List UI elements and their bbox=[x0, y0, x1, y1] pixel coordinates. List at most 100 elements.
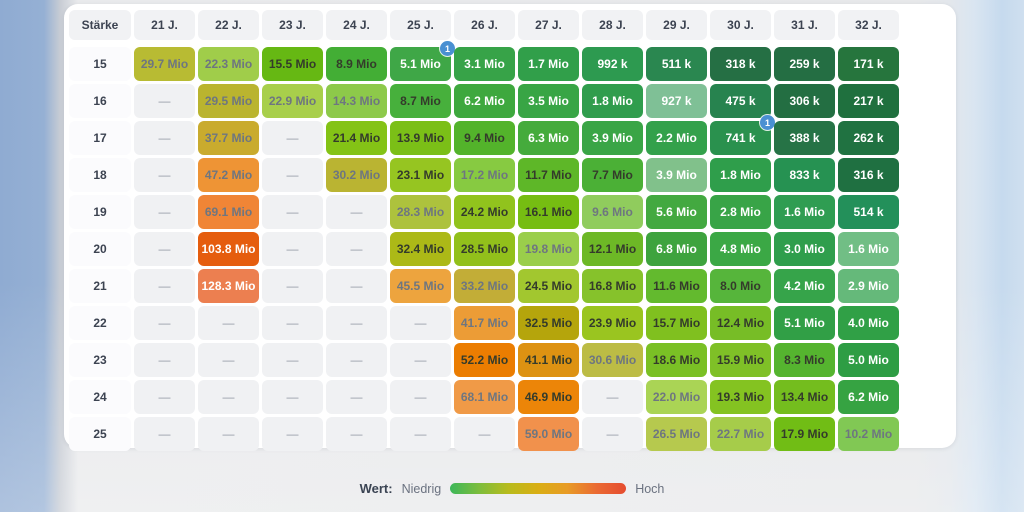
heatmap-cell[interactable]: 29.5 Mio bbox=[198, 84, 259, 118]
heatmap-cell[interactable]: 16.1 Mio bbox=[518, 195, 579, 229]
heatmap-cell[interactable]: 1.8 Mio bbox=[582, 84, 643, 118]
heatmap-cell[interactable]: 45.5 Mio bbox=[390, 269, 451, 303]
heatmap-cell[interactable]: 1.6 Mio bbox=[774, 195, 835, 229]
heatmap-cell[interactable]: 103.8 Mio bbox=[198, 232, 259, 266]
heatmap-cell[interactable]: 7.7 Mio bbox=[582, 158, 643, 192]
heatmap-cell[interactable]: 8.7 Mio bbox=[390, 84, 451, 118]
heatmap-cell[interactable]: 46.9 Mio bbox=[518, 380, 579, 414]
cell-value: 13.9 Mio bbox=[396, 131, 445, 145]
cell-value: 22.0 Mio bbox=[652, 390, 701, 404]
heatmap-cell[interactable]: 26.5 Mio bbox=[646, 417, 707, 451]
heatmap-cell[interactable]: 5.0 Mio bbox=[838, 343, 899, 377]
heatmap-cell[interactable]: 217 k bbox=[838, 84, 899, 118]
heatmap-cell[interactable]: 22.7 Mio bbox=[710, 417, 771, 451]
heatmap-cell[interactable]: 32.4 Mio bbox=[390, 232, 451, 266]
heatmap-cell[interactable]: 8.0 Mio bbox=[710, 269, 771, 303]
heatmap-cell[interactable]: 23.1 Mio bbox=[390, 158, 451, 192]
heatmap-cell[interactable]: 17.2 Mio bbox=[454, 158, 515, 192]
heatmap-cell[interactable]: 3.0 Mio bbox=[774, 232, 835, 266]
heatmap-cell[interactable]: 511 k bbox=[646, 47, 707, 81]
heatmap-cell[interactable]: 37.7 Mio bbox=[198, 121, 259, 155]
heatmap-cell[interactable]: 24.2 Mio bbox=[454, 195, 515, 229]
heatmap-cell[interactable]: 475 k bbox=[710, 84, 771, 118]
heatmap-cell[interactable]: 128.3 Mio bbox=[198, 269, 259, 303]
heatmap-cell[interactable]: 47.2 Mio bbox=[198, 158, 259, 192]
heatmap-cell[interactable]: 15.9 Mio bbox=[710, 343, 771, 377]
heatmap-cell[interactable]: 514 k bbox=[838, 195, 899, 229]
heatmap-cell[interactable]: 2.2 Mio bbox=[646, 121, 707, 155]
heatmap-cell[interactable]: 833 k bbox=[774, 158, 835, 192]
heatmap-cell[interactable]: 171 k bbox=[838, 47, 899, 81]
heatmap-cell[interactable]: 21.4 Mio bbox=[326, 121, 387, 155]
heatmap-cell[interactable]: 306 k bbox=[774, 84, 835, 118]
heatmap-cell[interactable]: 30.6 Mio bbox=[582, 343, 643, 377]
heatmap-cell[interactable]: 68.1 Mio bbox=[454, 380, 515, 414]
heatmap-cell[interactable]: 6.2 Mio bbox=[838, 380, 899, 414]
heatmap-cell[interactable]: 6.8 Mio bbox=[646, 232, 707, 266]
heatmap-cell[interactable]: 28.5 Mio bbox=[454, 232, 515, 266]
heatmap-cell[interactable]: 388 k bbox=[774, 121, 835, 155]
heatmap-cell[interactable]: 3.9 Mio bbox=[646, 158, 707, 192]
heatmap-cell[interactable]: 5.6 Mio bbox=[646, 195, 707, 229]
heatmap-cell[interactable]: 2.9 Mio bbox=[838, 269, 899, 303]
heatmap-cell[interactable]: 69.1 Mio bbox=[198, 195, 259, 229]
heatmap-cell[interactable]: 5.1 Mio 1 bbox=[390, 41, 455, 81]
cell-value: 2.8 Mio bbox=[720, 205, 761, 219]
heatmap-cell[interactable]: 8.3 Mio bbox=[774, 343, 835, 377]
heatmap-cell[interactable]: 15.5 Mio bbox=[262, 47, 323, 81]
heatmap-cell[interactable]: 19.3 Mio bbox=[710, 380, 771, 414]
heatmap-cell[interactable]: 3.5 Mio bbox=[518, 84, 579, 118]
heatmap-cell[interactable]: 11.7 Mio bbox=[518, 158, 579, 192]
heatmap-cell[interactable]: 32.5 Mio bbox=[518, 306, 579, 340]
heatmap-cell[interactable]: 29.7 Mio bbox=[134, 47, 195, 81]
heatmap-cell[interactable]: 41.7 Mio bbox=[454, 306, 515, 340]
heatmap-cell[interactable]: 12.4 Mio bbox=[710, 306, 771, 340]
heatmap-cell[interactable]: 23.9 Mio bbox=[582, 306, 643, 340]
heatmap-cell[interactable]: 8.9 Mio bbox=[326, 47, 387, 81]
heatmap-cell[interactable]: 6.2 Mio bbox=[454, 84, 515, 118]
heatmap-cell[interactable]: 22.3 Mio bbox=[198, 47, 259, 81]
heatmap-cell[interactable]: 16.8 Mio bbox=[582, 269, 643, 303]
heatmap-cell[interactable]: 52.2 Mio bbox=[454, 343, 515, 377]
heatmap-cell[interactable]: 3.1 Mio bbox=[454, 47, 515, 81]
heatmap-cell[interactable]: 262 k bbox=[838, 121, 899, 155]
cell-value: 14.3 Mio bbox=[332, 94, 381, 108]
heatmap-cell[interactable]: 1.7 Mio bbox=[518, 47, 579, 81]
heatmap-cell[interactable]: 12.1 Mio bbox=[582, 232, 643, 266]
heatmap-cell[interactable]: 741 k 1 bbox=[710, 115, 775, 155]
heatmap-cell[interactable]: 9.4 Mio bbox=[454, 121, 515, 155]
heatmap-cell[interactable]: 5.1 Mio bbox=[774, 306, 835, 340]
heatmap-cell[interactable]: 13.4 Mio bbox=[774, 380, 835, 414]
heatmap-cell[interactable]: 11.6 Mio bbox=[646, 269, 707, 303]
heatmap-cell[interactable]: 18.6 Mio bbox=[646, 343, 707, 377]
heatmap-cell[interactable]: 4.0 Mio bbox=[838, 306, 899, 340]
heatmap-cell[interactable]: 1.8 Mio bbox=[710, 158, 771, 192]
heatmap-cell[interactable]: 59.0 Mio bbox=[518, 417, 579, 451]
heatmap-cell[interactable]: 13.9 Mio bbox=[390, 121, 451, 155]
heatmap-cell[interactable]: 6.3 Mio bbox=[518, 121, 579, 155]
heatmap-cell[interactable]: 992 k bbox=[582, 47, 643, 81]
heatmap-cell[interactable]: 316 k bbox=[838, 158, 899, 192]
heatmap-cell[interactable]: 30.2 Mio bbox=[326, 158, 387, 192]
heatmap-cell[interactable]: 3.9 Mio bbox=[582, 121, 643, 155]
heatmap-cell[interactable]: 10.2 Mio bbox=[838, 417, 899, 451]
heatmap-cell[interactable]: 2.8 Mio bbox=[710, 195, 771, 229]
heatmap-cell[interactable]: 15.7 Mio bbox=[646, 306, 707, 340]
heatmap-cell[interactable]: 17.9 Mio bbox=[774, 417, 835, 451]
heatmap-cell[interactable]: 19.8 Mio bbox=[518, 232, 579, 266]
heatmap-cell[interactable]: 4.2 Mio bbox=[774, 269, 835, 303]
heatmap-cell[interactable]: 9.6 Mio bbox=[582, 195, 643, 229]
heatmap-cell[interactable]: 22.0 Mio bbox=[646, 380, 707, 414]
heatmap-cell[interactable]: 41.1 Mio bbox=[518, 343, 579, 377]
heatmap-cell[interactable]: 1.6 Mio bbox=[838, 232, 899, 266]
heatmap-cell[interactable]: 927 k bbox=[646, 84, 707, 118]
heatmap-cell[interactable]: 24.5 Mio bbox=[518, 269, 579, 303]
heatmap-cell[interactable]: 22.9 Mio bbox=[262, 84, 323, 118]
heatmap-cell[interactable]: 33.2 Mio bbox=[454, 269, 515, 303]
heatmap-cell[interactable]: 28.3 Mio bbox=[390, 195, 451, 229]
heatmap-cell[interactable]: 4.8 Mio bbox=[710, 232, 771, 266]
cell-value: 33.2 Mio bbox=[460, 279, 509, 293]
heatmap-cell[interactable]: 318 k bbox=[710, 47, 771, 81]
heatmap-cell[interactable]: 14.3 Mio bbox=[326, 84, 387, 118]
heatmap-cell[interactable]: 259 k bbox=[774, 47, 835, 81]
